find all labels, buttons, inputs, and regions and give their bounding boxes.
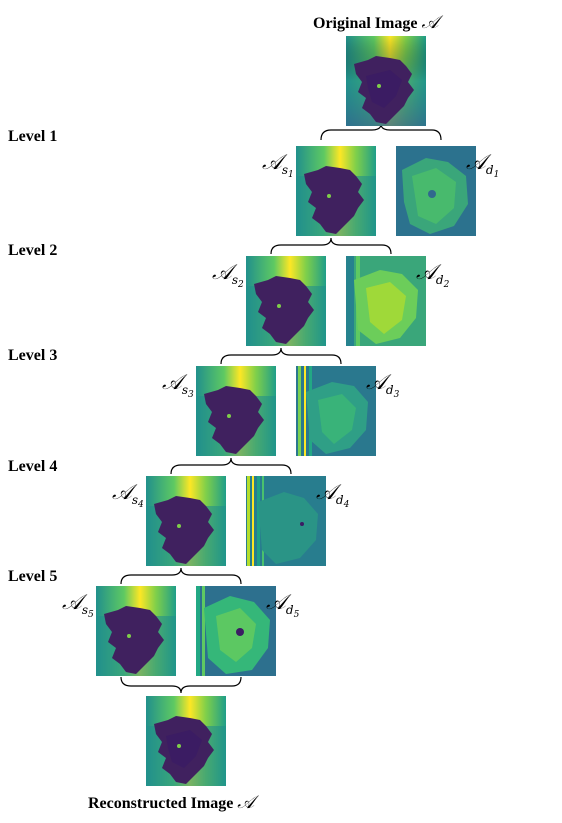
approx-image-level-5 (96, 586, 176, 676)
brace-level-5 (120, 567, 242, 585)
detail-label-level-5: 𝒜d5 (266, 590, 300, 620)
level-label-1: Level 1 (8, 128, 58, 145)
approx-image-level-1 (296, 146, 376, 236)
approx-image-level-4 (146, 476, 226, 566)
approx-label-level-1: 𝒜s1 (262, 150, 294, 180)
detail-label-level-2: 𝒜d2 (416, 260, 450, 290)
reconstructed-image (146, 696, 226, 786)
level-label-2: Level 2 (8, 242, 58, 259)
approx-image-level-3 (196, 366, 276, 456)
original-image (346, 36, 426, 126)
approx-label-level-3: 𝒜s3 (162, 370, 194, 400)
brace-level-2 (270, 237, 392, 255)
detail-image-level-5 (196, 586, 276, 676)
approx-label-level-5: 𝒜s5 (62, 590, 94, 620)
original-image-title: Original Image 𝒜 (313, 12, 439, 33)
detail-label-level-4: 𝒜d4 (316, 480, 350, 510)
detail-image-level-2 (346, 256, 426, 346)
approx-label-level-4: 𝒜s4 (112, 480, 144, 510)
reconstructed-image-symbol: 𝒜 (237, 792, 255, 813)
brace-level-4 (170, 457, 292, 475)
detail-image-level-3 (296, 366, 376, 456)
brace-reconstruction (120, 676, 242, 694)
level-label-4: Level 4 (8, 458, 58, 475)
detail-label-level-3: 𝒜d3 (366, 370, 400, 400)
detail-image-level-4 (246, 476, 326, 566)
reconstructed-image-title: Reconstructed Image 𝒜 (88, 792, 255, 813)
detail-label-level-1: 𝒜d1 (466, 150, 500, 180)
detail-image-level-1 (396, 146, 476, 236)
level-label-3: Level 3 (8, 347, 58, 364)
approx-label-level-2: 𝒜s2 (212, 260, 244, 290)
level-label-5: Level 5 (8, 568, 58, 585)
original-image-symbol: 𝒜 (421, 12, 439, 33)
brace-level-1 (320, 123, 442, 141)
brace-level-3 (220, 347, 342, 365)
approx-image-level-2 (246, 256, 326, 346)
